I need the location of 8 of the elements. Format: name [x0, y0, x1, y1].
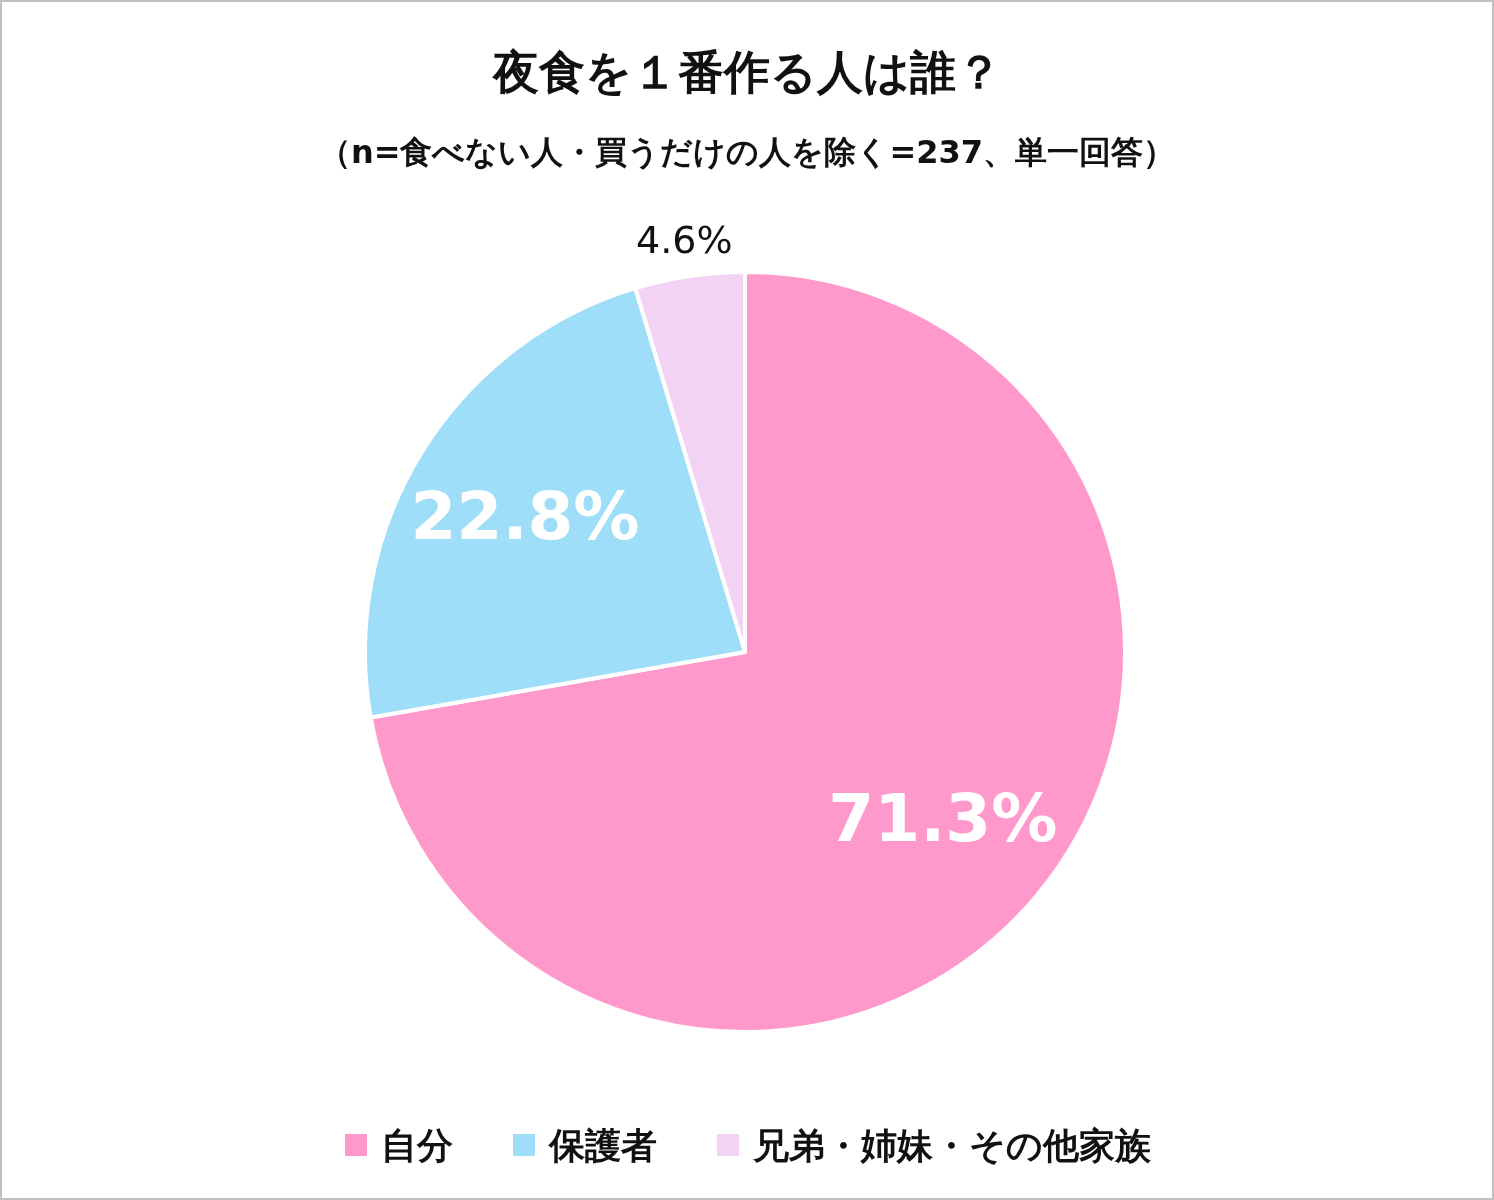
chart-subtitle: （n=食べない人・買うだけの人を除く=237、単一回答） — [318, 133, 1176, 171]
chart-title: 夜食を１番作る人は誰？ — [490, 45, 1002, 99]
legend-label: 保護者 — [547, 1124, 657, 1166]
data-label: 4.6% — [636, 218, 733, 263]
legend-label: 自分 — [381, 1124, 453, 1166]
data-label: 71.3% — [828, 779, 1058, 857]
legend-label: 兄弟・姉妹・その他家族 — [752, 1124, 1152, 1166]
data-label: 22.8% — [410, 477, 640, 555]
